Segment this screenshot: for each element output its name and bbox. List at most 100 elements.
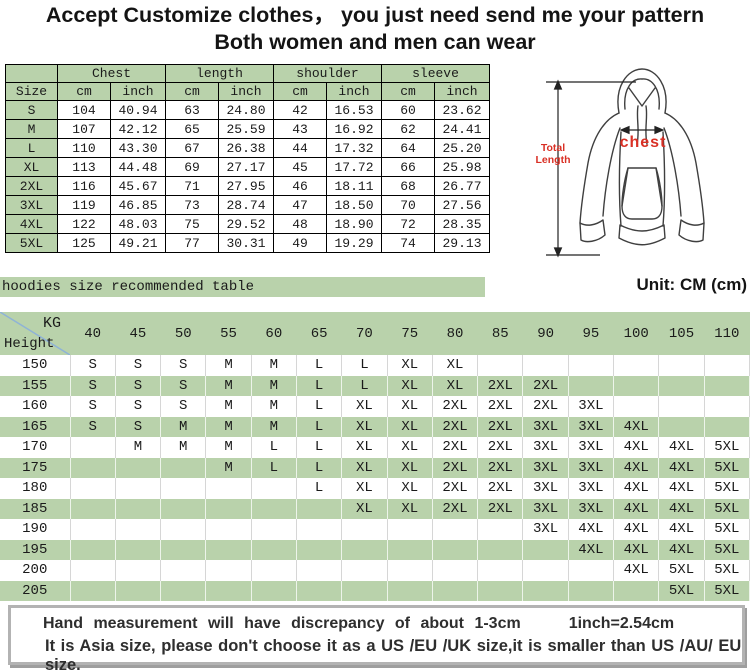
recommended-size-cell [205,498,252,519]
recommended-size-cell [160,539,207,560]
weight-header-cell: 110 [704,312,750,355]
measurement-cell: 49 [273,233,327,253]
measurement-cell: 49.21 [110,233,166,253]
size-name-cell: 5XL [5,233,58,253]
size-table-row: 4XL 122 48.03 75 29.52 48 18.90 72 28.35 [5,214,490,234]
recommended-size-cell: XL [387,375,433,396]
recommended-size-cell: M [205,375,252,396]
measurement-cell: 17.32 [326,138,382,158]
recommended-size-cell: XL [341,416,388,437]
recommended-size-cell: 4XL [613,437,660,458]
recommended-size-cell: 2XL [477,457,524,478]
body-side-left [618,131,622,227]
recommendation-row: 170 M M M L L XL XL 2XL 2XL 3XL 3XL 4XL 4XL 5XL [0,437,750,458]
recommended-size-cell [70,437,116,458]
size-name-cell: 2XL [5,176,58,196]
recommendation-row: 155 S S S M M L L XL XL 2XL 2XL [0,375,750,396]
measure-group-header: shoulder [273,64,382,83]
measurement-cell: 16.92 [326,119,382,139]
recommended-size-cell [432,539,479,560]
title-line-1: Accept Customize clothes， you just need … [45,3,705,27]
measurement-cell: 60 [381,100,435,120]
measure-group-header: Chest [57,64,166,83]
recommended-size-cell [613,580,660,601]
title-line-2: Both women and men can wear [214,30,536,54]
size-recommendation-table-body: 150 S S S M M L L XL XL 155 S S S M M L L XL XL 2XL 2XL 160 S S S… [0,355,750,601]
recommendation-row: 205 5XL 5XL [0,580,750,601]
measurement-cell: 72 [381,214,435,234]
recommended-size-cell [613,355,660,376]
recommended-size-cell: 5XL [704,560,750,581]
recommended-size-cell [160,498,207,519]
chest-label: chest [619,134,667,151]
size-table-row: XL 113 44.48 69 27.17 45 17.72 66 25.98 [5,157,490,177]
recommended-size-cell: 5XL [704,437,750,458]
sleeve-right-inner [663,127,682,217]
size-name-cell: M [5,119,58,139]
recommended-size-cell [387,560,433,581]
footer-note-box: Hand measurement will have discrepancy o… [8,605,745,672]
recommended-size-cell [70,560,116,581]
recommended-size-cell [477,355,524,376]
recommended-size-cell: M [160,437,207,458]
weight-header-cell: 50 [160,312,206,355]
recommended-size-cell: 4XL [613,478,660,499]
recommended-size-cell [432,580,479,601]
measurement-cell: 110 [57,138,111,158]
hoodie-garment-drawing [579,68,705,246]
measurement-cell: 74 [381,233,435,253]
recommended-size-cell: 3XL [568,457,615,478]
measurement-cell: 67 [165,138,219,158]
measurement-cell: 64 [381,138,435,158]
recommended-size-cell: 4XL [613,498,660,519]
height-cell: 155 [0,375,71,396]
weight-header-cell: 40 [70,312,116,355]
weight-header-cell: 45 [115,312,161,355]
recommended-size-cell: M [205,416,252,437]
recommended-size-cell [251,498,297,519]
recommended-size-cell: M [205,437,252,458]
recommended-size-cell: 5XL [704,580,750,601]
recommended-size-cell: L [296,437,343,458]
measurement-cell: 27.17 [218,157,274,177]
recommended-size-cell: 2XL [432,437,479,458]
height-cell: 195 [0,539,71,560]
body-side-right [662,131,666,227]
drawstring-right [645,105,648,145]
recommended-size-cell [251,580,297,601]
recommended-size-cell: XL [387,457,433,478]
recommended-size-cell [522,539,569,560]
recommended-size-cell [341,580,388,601]
recommended-size-cell: 5XL [704,498,750,519]
recommended-size-cell [296,539,343,560]
garment-size-table-body: Chest length shoulder sleeve Size cm inch cm inc… [5,64,490,253]
measurement-cell: 122 [57,214,111,234]
recommended-size-cell: L [296,375,343,396]
measurement-cell: 28.74 [218,195,274,215]
recommended-size-cell: 5XL [658,560,705,581]
recommended-size-cell [115,560,162,581]
measurement-cell: 68 [381,176,435,196]
measurement-cell: 26.38 [218,138,274,158]
measurement-cell: 77 [165,233,219,253]
recommended-size-cell [205,519,252,540]
recommended-size-cell: 2XL [432,457,479,478]
recommended-size-cell: S [115,416,162,437]
chest-arrowhead-left [619,125,630,135]
recommended-size-cell: XL [341,478,388,499]
sleeve-right-outer [664,112,705,224]
recommended-size-cell: S [115,396,162,417]
measurement-cell: 27.95 [218,176,274,196]
recommended-size-cell: S [160,355,207,376]
recommended-size-cell [70,539,116,560]
size-name-cell: XL [5,157,58,177]
unit-header-row: Size cm inch cm inch cm inch cm inch [5,82,490,101]
measurement-cell: 24.41 [434,119,490,139]
recommended-size-cell: 4XL [658,437,705,458]
recommended-size-cell: M [205,457,252,478]
recommendation-row: 185 XL XL 2XL 2XL 3XL 3XL 4XL 4XL 5XL [0,498,750,519]
recommended-size-cell: 4XL [613,416,660,437]
recommended-size-cell [115,478,162,499]
recommended-size-cell: 4XL [613,519,660,540]
measurement-cell: 42 [273,100,327,120]
